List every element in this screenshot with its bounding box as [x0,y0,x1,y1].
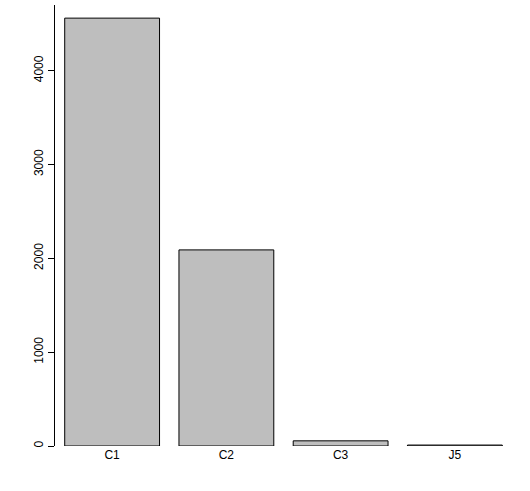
svg-text:C1: C1 [104,448,120,462]
svg-text:C3: C3 [333,448,349,462]
svg-text:J5: J5 [449,448,462,462]
svg-text:1000: 1000 [32,337,46,364]
svg-text:2000: 2000 [32,243,46,270]
svg-text:3000: 3000 [32,149,46,176]
svg-text:C2: C2 [219,448,235,462]
svg-text:0: 0 [32,441,46,448]
svg-text:4000: 4000 [32,55,46,82]
